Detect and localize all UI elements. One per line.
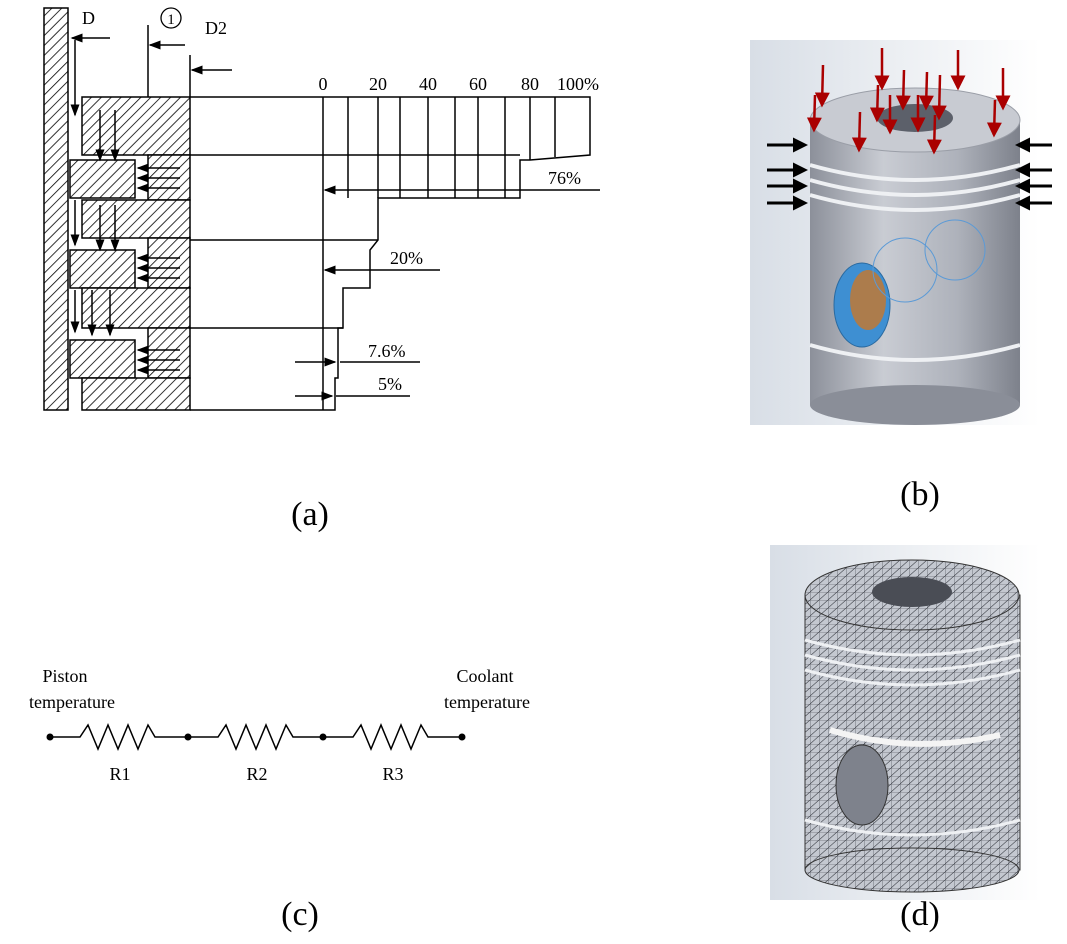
- mesh-pin-hole: [836, 745, 888, 825]
- resistor-label: R3: [382, 764, 403, 784]
- label-circle: 1: [167, 12, 175, 28]
- panel-a: D 1 D2 0 20 40 60 80 100% 76% 20% 7.6% 5…: [44, 8, 600, 533]
- right-label: Coolant: [457, 666, 514, 686]
- scale-label: 80: [521, 74, 539, 94]
- caption: (b): [900, 476, 940, 513]
- scale-label: 40: [419, 74, 437, 94]
- scale-label: 0: [319, 74, 328, 94]
- caption: (a): [291, 496, 329, 533]
- pin-load: [850, 270, 886, 330]
- label-d2: D2: [205, 18, 227, 38]
- right-label: temperature: [444, 692, 530, 712]
- scale-label: 100%: [557, 74, 599, 94]
- figure: D 1 D2 0 20 40 60 80 100% 76% 20% 7.6% 5…: [0, 0, 1067, 944]
- mesh-bottom: [805, 848, 1019, 892]
- page: D 1 D2 0 20 40 60 80 100% 76% 20% 7.6% 5…: [0, 0, 1067, 944]
- panel-b: (b): [750, 40, 1052, 513]
- nodes: [47, 734, 466, 741]
- share-label: 5%: [378, 374, 402, 394]
- scale-labels: 0 20 40 60 80 100%: [319, 74, 600, 94]
- cylinder-wall: [44, 8, 68, 410]
- scale-label: 20: [369, 74, 387, 94]
- share-label: 20%: [390, 248, 423, 268]
- label-d: D: [82, 8, 95, 28]
- piston-bottom: [810, 385, 1020, 425]
- share-label: 76%: [548, 168, 581, 188]
- left-label: Piston: [42, 666, 87, 686]
- piston-top-hole: [877, 104, 953, 132]
- panel-d: (d): [770, 545, 1040, 933]
- piston-section: [70, 97, 190, 410]
- share-label: 7.6%: [368, 341, 406, 361]
- resistor-label: R1: [109, 764, 130, 784]
- resistor-chain: [50, 725, 462, 749]
- left-label: temperature: [29, 692, 115, 712]
- mesh-top-hole: [872, 577, 952, 607]
- panel-c: Piston temperature Coolant temperature R…: [29, 666, 530, 933]
- caption: (d): [900, 896, 940, 933]
- resistor-label: R2: [246, 764, 267, 784]
- caption: (c): [281, 896, 319, 933]
- scale-label: 60: [469, 74, 487, 94]
- piston-body: [810, 120, 1020, 405]
